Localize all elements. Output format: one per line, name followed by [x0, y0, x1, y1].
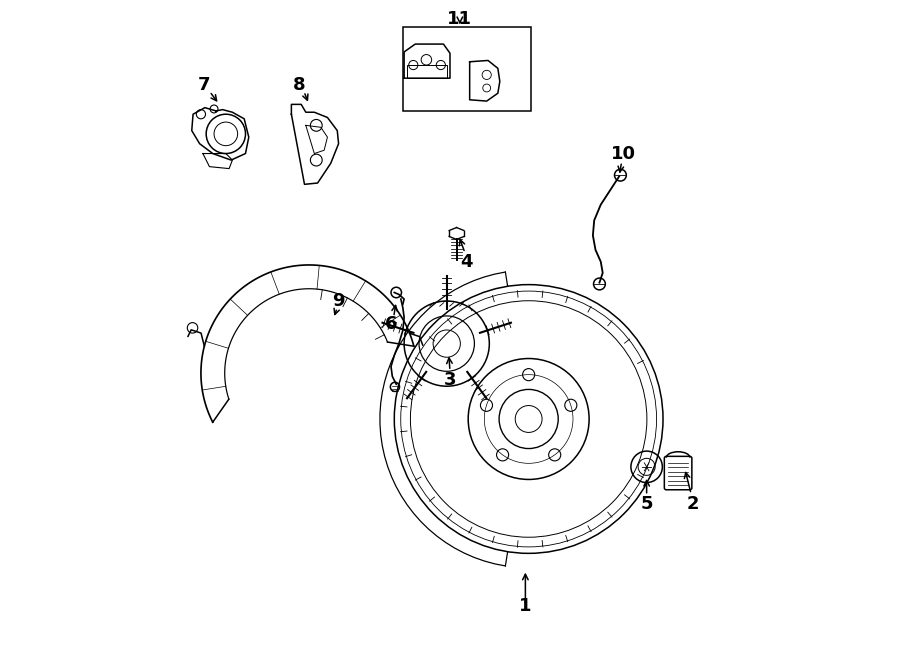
Bar: [407, 65, 447, 78]
Bar: [403, 27, 531, 111]
Text: 11: 11: [447, 10, 473, 28]
Text: 1: 1: [519, 597, 532, 615]
Text: 9: 9: [332, 292, 345, 310]
Text: 7: 7: [198, 76, 211, 94]
Text: 4: 4: [460, 253, 473, 270]
Text: 2: 2: [687, 495, 698, 513]
Text: 10: 10: [611, 145, 636, 163]
Text: 6: 6: [385, 315, 397, 333]
Text: 8: 8: [292, 76, 306, 94]
Text: 5: 5: [641, 495, 652, 513]
Text: 3: 3: [444, 371, 456, 389]
